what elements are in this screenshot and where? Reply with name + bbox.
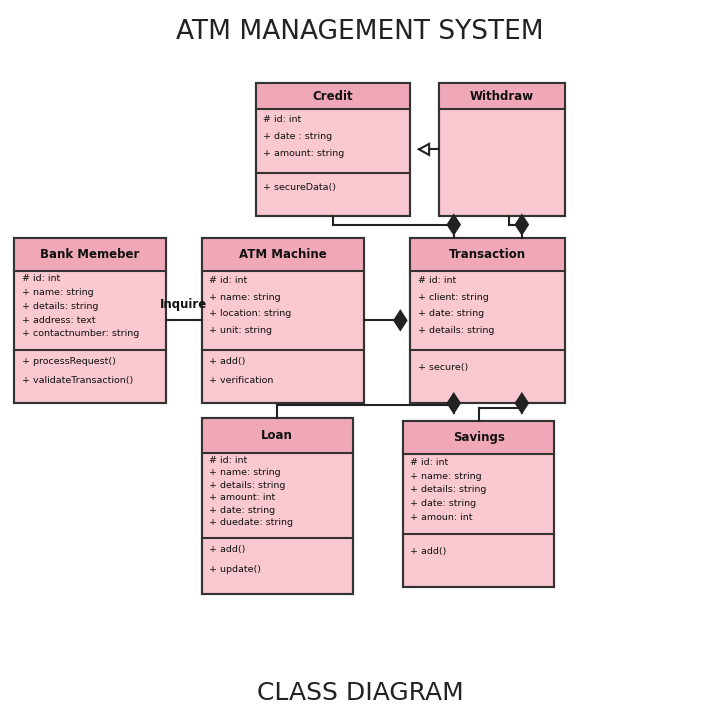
Bar [14,238,166,403]
Text: Credit: Credit [312,89,354,103]
Text: Transaction: Transaction [449,248,526,261]
Text: + name: string: + name: string [410,472,482,481]
Text: + date: string: + date: string [418,310,484,318]
Bar [439,83,565,216]
Text: + details: string: + details: string [418,326,494,335]
Text: + duedate: string: + duedate: string [209,518,293,527]
Text: + client: string: + client: string [418,293,488,302]
Text: # id: int: # id: int [263,115,301,124]
Text: + amount: int: + amount: int [209,493,275,503]
Text: + validateTransaction(): + validateTransaction() [22,376,133,385]
Text: # id: int: # id: int [410,458,449,467]
Polygon shape [419,144,429,155]
Polygon shape [448,215,460,234]
Text: + address: text: + address: text [22,315,95,325]
Bar [202,238,364,271]
Text: + contactnumber: string: + contactnumber: string [22,329,139,338]
Bar [202,418,353,594]
Bar [439,83,565,216]
Text: ATM Machine: ATM Machine [239,248,326,261]
Bar [256,83,410,109]
Polygon shape [516,394,528,413]
Bar [410,238,565,403]
Polygon shape [448,394,460,413]
Text: Inquire: Inquire [160,298,207,311]
Text: # id: int: # id: int [209,276,247,285]
Text: # id: int: # id: int [209,456,247,465]
Text: + amoun: int: + amoun: int [410,513,473,522]
Bar [403,421,554,587]
Bar [202,238,364,403]
Text: + details: string: + details: string [209,481,285,490]
Bar [439,83,565,109]
Text: + add(): + add() [209,545,246,554]
Text: + details: string: + details: string [22,302,98,311]
Text: + date: string: + date: string [410,499,477,508]
Bar [410,238,565,271]
Bar [14,238,166,271]
Text: # id: int: # id: int [418,276,456,285]
Bar [202,418,353,453]
Text: Bank Memeber: Bank Memeber [40,248,140,261]
Text: + date : string: + date : string [263,132,332,141]
Bar [410,238,565,403]
Text: + name: string: + name: string [209,293,280,302]
Polygon shape [516,215,528,234]
Bar [14,238,166,403]
Text: + secureData(): + secureData() [263,183,336,192]
Text: Loan: Loan [261,428,293,442]
Text: + location: string: + location: string [209,310,291,318]
Text: + add(): + add() [410,547,447,556]
Text: + amount: string: + amount: string [263,149,344,158]
Text: + name: string: + name: string [22,288,93,297]
Text: # id: int: # id: int [22,274,60,284]
Text: + verification: + verification [209,376,273,385]
Text: + update(): + update() [209,565,261,575]
Bar [256,83,410,216]
Text: ATM MANAGEMENT SYSTEM: ATM MANAGEMENT SYSTEM [176,19,544,45]
Text: + name: string: + name: string [209,468,280,477]
Text: + date: string: + date: string [209,505,275,515]
Text: + unit: string: + unit: string [209,326,272,335]
Text: Withdraw: Withdraw [470,89,534,103]
Bar [202,418,353,594]
Text: + add(): + add() [209,357,246,366]
Bar [403,421,554,454]
Text: Savings: Savings [453,431,505,444]
Bar [202,238,364,403]
Text: + processRequest(): + processRequest() [22,357,115,366]
Text: + secure(): + secure() [418,364,468,372]
Bar [256,83,410,216]
Text: + details: string: + details: string [410,485,487,495]
Text: CLASS DIAGRAM: CLASS DIAGRAM [256,680,464,705]
Polygon shape [395,311,406,330]
Bar [403,421,554,587]
